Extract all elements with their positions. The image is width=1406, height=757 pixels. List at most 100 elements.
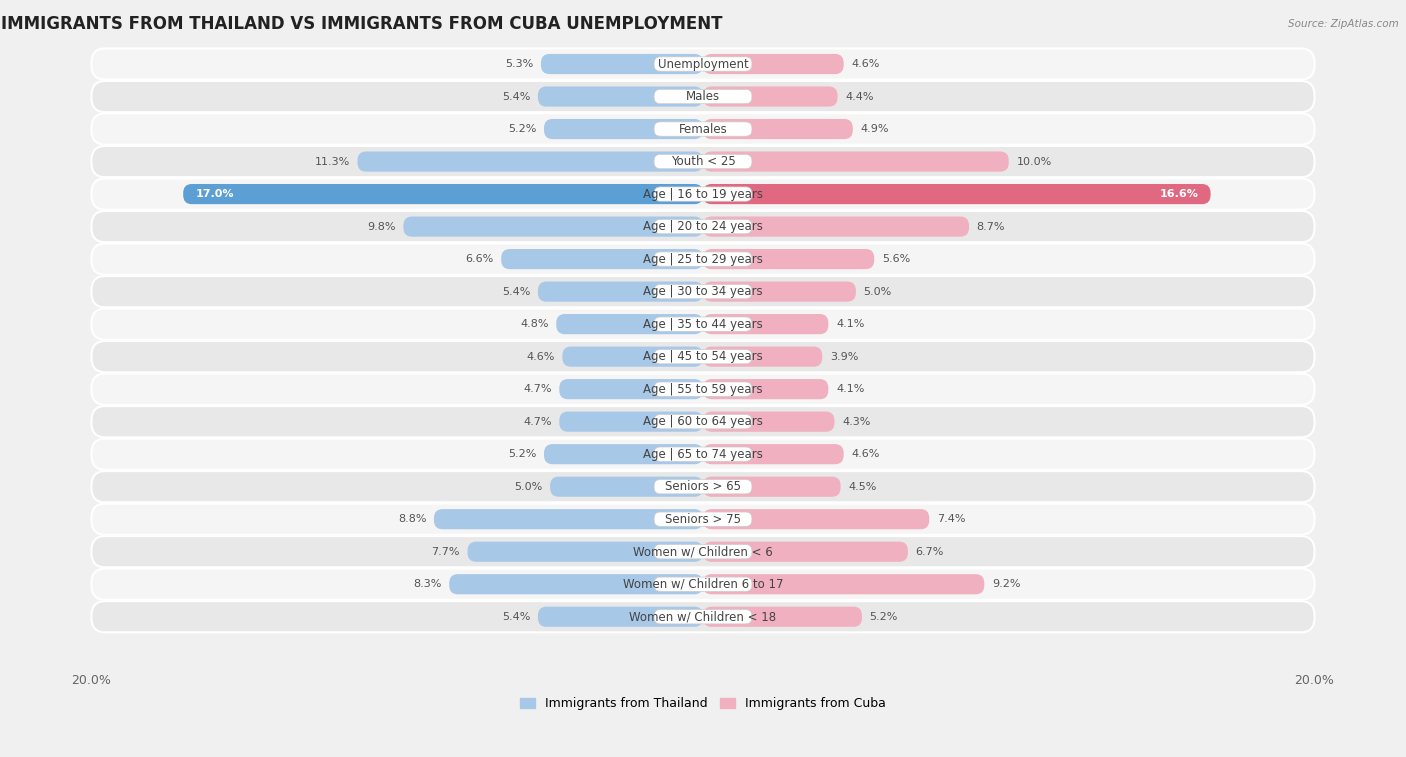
Text: 4.3%: 4.3% [842,416,870,427]
FancyBboxPatch shape [562,347,703,366]
FancyBboxPatch shape [538,86,703,107]
Text: IMMIGRANTS FROM THAILAND VS IMMIGRANTS FROM CUBA UNEMPLOYMENT: IMMIGRANTS FROM THAILAND VS IMMIGRANTS F… [1,15,723,33]
Text: 5.3%: 5.3% [505,59,533,69]
Text: Unemployment: Unemployment [658,58,748,70]
FancyBboxPatch shape [654,187,752,201]
FancyBboxPatch shape [538,606,703,627]
Text: 4.9%: 4.9% [860,124,889,134]
FancyBboxPatch shape [703,249,875,269]
FancyBboxPatch shape [703,444,844,464]
FancyBboxPatch shape [449,574,703,594]
FancyBboxPatch shape [404,217,703,237]
FancyBboxPatch shape [560,379,703,399]
FancyBboxPatch shape [654,350,752,364]
Text: Age | 20 to 24 years: Age | 20 to 24 years [643,220,763,233]
FancyBboxPatch shape [654,577,752,591]
Text: Women w/ Children < 6: Women w/ Children < 6 [633,545,773,558]
Text: 9.2%: 9.2% [993,579,1021,589]
FancyBboxPatch shape [654,544,752,559]
Text: 10.0%: 10.0% [1017,157,1052,167]
Text: 5.2%: 5.2% [870,612,898,621]
Text: 5.0%: 5.0% [863,287,891,297]
Text: 8.7%: 8.7% [977,222,1005,232]
Text: Age | 60 to 64 years: Age | 60 to 64 years [643,415,763,428]
FancyBboxPatch shape [703,606,862,627]
FancyBboxPatch shape [91,244,1315,275]
FancyBboxPatch shape [91,406,1315,438]
FancyBboxPatch shape [654,317,752,332]
FancyBboxPatch shape [703,86,838,107]
Text: Youth < 25: Youth < 25 [671,155,735,168]
Text: 5.4%: 5.4% [502,92,530,101]
FancyBboxPatch shape [91,438,1315,470]
FancyBboxPatch shape [654,220,752,234]
FancyBboxPatch shape [544,444,703,464]
Text: 4.8%: 4.8% [520,319,548,329]
Text: Age | 30 to 34 years: Age | 30 to 34 years [643,285,763,298]
Text: 5.0%: 5.0% [515,481,543,492]
FancyBboxPatch shape [91,601,1315,632]
FancyBboxPatch shape [91,503,1315,534]
FancyBboxPatch shape [91,536,1315,567]
FancyBboxPatch shape [703,314,828,334]
FancyBboxPatch shape [544,119,703,139]
Text: 8.3%: 8.3% [413,579,441,589]
FancyBboxPatch shape [703,54,844,74]
Text: Source: ZipAtlas.com: Source: ZipAtlas.com [1288,19,1399,29]
Text: Age | 55 to 59 years: Age | 55 to 59 years [643,382,763,396]
FancyBboxPatch shape [91,211,1315,242]
Text: 4.1%: 4.1% [837,384,865,394]
FancyBboxPatch shape [91,309,1315,340]
FancyBboxPatch shape [538,282,703,302]
FancyBboxPatch shape [91,179,1315,210]
Text: Seniors > 65: Seniors > 65 [665,480,741,494]
FancyBboxPatch shape [91,276,1315,307]
FancyBboxPatch shape [91,146,1315,177]
Text: 4.6%: 4.6% [851,59,880,69]
Text: 5.2%: 5.2% [508,449,536,459]
FancyBboxPatch shape [91,48,1315,79]
FancyBboxPatch shape [434,509,703,529]
Text: 8.8%: 8.8% [398,514,426,524]
FancyBboxPatch shape [357,151,703,172]
FancyBboxPatch shape [703,119,853,139]
Text: Age | 35 to 44 years: Age | 35 to 44 years [643,318,763,331]
Text: 7.7%: 7.7% [432,547,460,556]
Text: 3.9%: 3.9% [830,352,858,362]
FancyBboxPatch shape [703,347,823,366]
FancyBboxPatch shape [501,249,703,269]
FancyBboxPatch shape [654,285,752,299]
FancyBboxPatch shape [541,54,703,74]
Text: 17.0%: 17.0% [195,189,233,199]
FancyBboxPatch shape [91,471,1315,503]
Text: 4.4%: 4.4% [845,92,873,101]
FancyBboxPatch shape [654,512,752,526]
FancyBboxPatch shape [654,57,752,71]
FancyBboxPatch shape [550,477,703,497]
FancyBboxPatch shape [557,314,703,334]
FancyBboxPatch shape [703,509,929,529]
Text: Age | 16 to 19 years: Age | 16 to 19 years [643,188,763,201]
FancyBboxPatch shape [654,382,752,397]
Text: Females: Females [679,123,727,136]
FancyBboxPatch shape [654,479,752,494]
FancyBboxPatch shape [654,609,752,624]
FancyBboxPatch shape [654,154,752,169]
FancyBboxPatch shape [703,477,841,497]
FancyBboxPatch shape [703,574,984,594]
FancyBboxPatch shape [91,114,1315,145]
Text: 6.6%: 6.6% [465,254,494,264]
Text: Age | 45 to 54 years: Age | 45 to 54 years [643,350,763,363]
Text: 6.7%: 6.7% [915,547,943,556]
FancyBboxPatch shape [703,282,856,302]
FancyBboxPatch shape [703,217,969,237]
FancyBboxPatch shape [703,379,828,399]
FancyBboxPatch shape [654,252,752,266]
Text: 11.3%: 11.3% [315,157,350,167]
FancyBboxPatch shape [91,373,1315,405]
FancyBboxPatch shape [468,542,703,562]
Text: 5.2%: 5.2% [508,124,536,134]
FancyBboxPatch shape [703,412,835,431]
FancyBboxPatch shape [654,122,752,136]
Text: Age | 25 to 29 years: Age | 25 to 29 years [643,253,763,266]
